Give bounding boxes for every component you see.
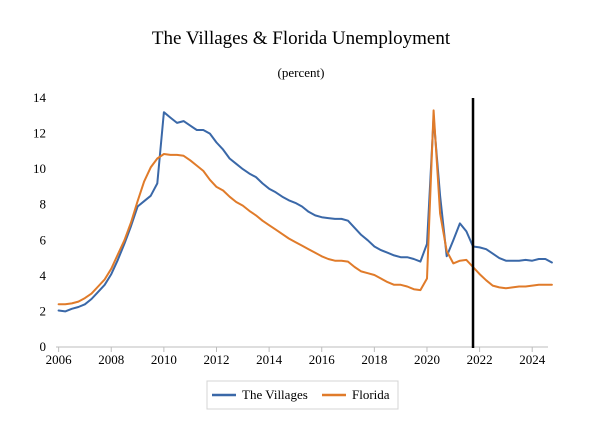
x-tick-label: 2020	[414, 352, 440, 367]
x-tick-label: 2018	[361, 352, 387, 367]
legend-label-villages: The Villages	[242, 387, 308, 402]
y-tick-label: 0	[40, 339, 47, 354]
chart-title: The Villages & Florida Unemployment	[152, 28, 451, 49]
y-tick-label: 14	[33, 90, 47, 105]
y-tick-label: 12	[33, 126, 46, 141]
y-tick-label: 10	[33, 161, 46, 176]
chart-subtitle: (percent)	[278, 65, 325, 80]
series-line-the-villages	[57, 111, 553, 313]
x-tick-label: 2010	[151, 352, 177, 367]
x-tick-label: 2022	[467, 352, 493, 367]
x-tick-label: 2008	[98, 352, 124, 367]
x-tick-label: 2016	[309, 352, 336, 367]
y-tick-label: 4	[40, 268, 47, 283]
y-axis: 0 2 4 6 8 10 12 14	[33, 90, 47, 354]
y-tick-label: 2	[40, 303, 47, 318]
legend-label-florida: Florida	[352, 387, 390, 402]
x-tick-label: 2014	[256, 352, 283, 367]
y-tick-label: 6	[40, 232, 47, 247]
x-axis: 2006 2008 2010 2012 2014 2016 2018 2020 2022 2024	[46, 346, 548, 367]
legend-box	[206, 380, 399, 410]
x-tick-label: 2024	[519, 352, 546, 367]
series-line-florida	[57, 109, 553, 306]
y-tick-label: 8	[40, 197, 47, 212]
series-layer	[57, 109, 553, 313]
x-tick-label: 2012	[203, 352, 229, 367]
x-tick-label: 2006	[46, 352, 73, 367]
legend: The Villages Florida	[206, 380, 399, 410]
